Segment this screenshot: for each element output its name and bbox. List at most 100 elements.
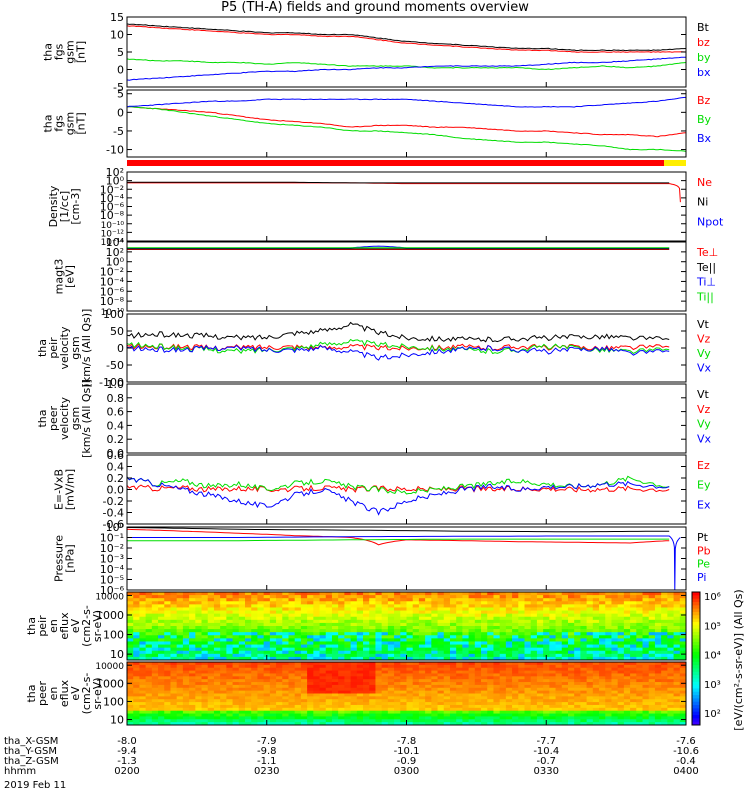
spectrogram-cell: [400, 604, 407, 608]
spectrogram-cell: [226, 626, 234, 630]
spectrogram-cell: [158, 679, 165, 683]
spectrogram-cell: [220, 610, 227, 615]
spectrogram-cell: [325, 656, 333, 661]
spectrogram-cell: [449, 704, 457, 709]
spectrogram-cell: [263, 632, 271, 636]
spectrogram-cell: [257, 696, 265, 700]
spectrogram-cell: [151, 676, 159, 680]
spectrogram-cell: [654, 644, 662, 649]
spectrogram-cell: [400, 622, 407, 627]
spectrogram-cell: [245, 707, 252, 712]
spectrogram-cell: [561, 613, 569, 618]
spectrogram-cell: [251, 635, 258, 639]
spectrogram-cell: [220, 638, 227, 642]
series-line-Pi: [127, 535, 681, 591]
spectrogram-cell: [555, 704, 563, 709]
spectrogram-cell: [654, 601, 662, 605]
spectrogram-cell: [344, 684, 352, 689]
spectrogram-cell: [282, 719, 289, 723]
spectrogram-cell: [623, 607, 631, 612]
spectrogram-cell: [145, 687, 153, 692]
spectrogram-cell: [555, 702, 563, 706]
spectrogram-cell: [363, 610, 370, 615]
spectrogram-cell: [344, 629, 352, 633]
spectrogram-cell: [245, 664, 252, 669]
spectrogram-cell: [654, 635, 662, 639]
spectrogram-cell: [468, 598, 476, 602]
spectrogram-cell: [151, 693, 159, 697]
spectrogram-cell: [536, 604, 544, 608]
spectrogram-cell: [182, 693, 190, 697]
spectrogram-cell: [605, 676, 612, 680]
spectrogram-cell: [282, 713, 289, 717]
spectrogram-cell: [518, 719, 526, 723]
spectrogram-cell: [269, 690, 277, 694]
colorbar-segment: [692, 695, 700, 699]
spectrogram-cell: [201, 710, 209, 715]
spectrogram-cell: [151, 719, 159, 723]
spectrogram-cell: [151, 690, 159, 694]
spectrogram-cell: [474, 710, 482, 715]
colorbar-segment: [692, 625, 700, 630]
spectrogram-cell: [127, 656, 134, 661]
spectrogram-cell: [158, 710, 165, 715]
spectrogram-cell: [518, 702, 526, 706]
spectrogram-cell: [139, 667, 147, 672]
y-axis-label-line: [eV]: [64, 265, 77, 288]
spectrogram-cell: [425, 722, 432, 726]
spectrogram-cell: [412, 647, 420, 652]
spectrogram-cell: [189, 601, 196, 605]
spectrogram-cell: [580, 679, 588, 683]
spectrogram-cell: [158, 619, 165, 624]
spectrogram-cell: [201, 622, 209, 627]
x-axis-tick-label: -7.9: [257, 736, 277, 747]
spectrogram-cell: [220, 707, 227, 712]
spectrogram-cell: [207, 687, 215, 692]
spectrogram-cell: [462, 592, 470, 596]
spectrogram-cell: [238, 676, 246, 680]
series-line-bz: [126, 25, 687, 53]
spectrogram-cell: [288, 719, 296, 723]
spectrogram-cell: [636, 647, 644, 652]
spectrogram-cell: [418, 613, 426, 618]
spectrogram-cell: [580, 722, 588, 726]
spectrogram-cell: [276, 696, 283, 700]
spectrogram-cell: [462, 684, 470, 689]
spectrogram-cell: [288, 592, 296, 596]
spectrogram-cell: [481, 644, 488, 649]
spectrogram-cell: [543, 644, 550, 649]
spectrogram-cell: [518, 619, 526, 624]
spectrogram-cell: [158, 647, 165, 652]
spectrogram-cell: [468, 635, 476, 639]
spectrogram-cell: [220, 719, 227, 723]
y-tick-label: 0.0: [107, 484, 125, 497]
colorbar-segment: [692, 691, 700, 696]
spectrogram-cell: [170, 638, 178, 642]
spectrogram-cell: [667, 713, 675, 717]
y-axis-label-line: eV: [69, 618, 82, 633]
spectrogram-cell: [654, 647, 662, 652]
spectrogram-cell: [493, 619, 501, 624]
spectrogram-cell: [182, 676, 190, 680]
spectrogram-cell: [319, 650, 327, 655]
spectrogram-cell: [549, 607, 557, 612]
spectrogram-cell: [139, 616, 147, 621]
spectrogram-cell: [300, 622, 308, 627]
spectrogram-cell: [673, 713, 681, 717]
spectrogram-cell: [617, 632, 625, 636]
spectrogram-cell: [567, 696, 575, 700]
spectrogram-cell: [151, 679, 159, 683]
spectrogram-cell: [431, 595, 439, 599]
spectrogram-cell: [400, 713, 407, 717]
spectrogram-cell: [536, 707, 544, 712]
spectrogram-cell: [164, 626, 171, 630]
spectrogram-cell: [605, 662, 612, 666]
spectrogram-cell: [325, 664, 333, 669]
spectrogram-cell: [176, 653, 184, 658]
spectrogram-cell: [487, 719, 494, 723]
spectrogram-cell: [325, 629, 333, 633]
spectrogram-cell: [592, 626, 600, 630]
spectrogram-cell: [189, 707, 196, 712]
spectrogram-cell: [574, 629, 581, 633]
y-axis-label-line: peir: [36, 615, 49, 637]
